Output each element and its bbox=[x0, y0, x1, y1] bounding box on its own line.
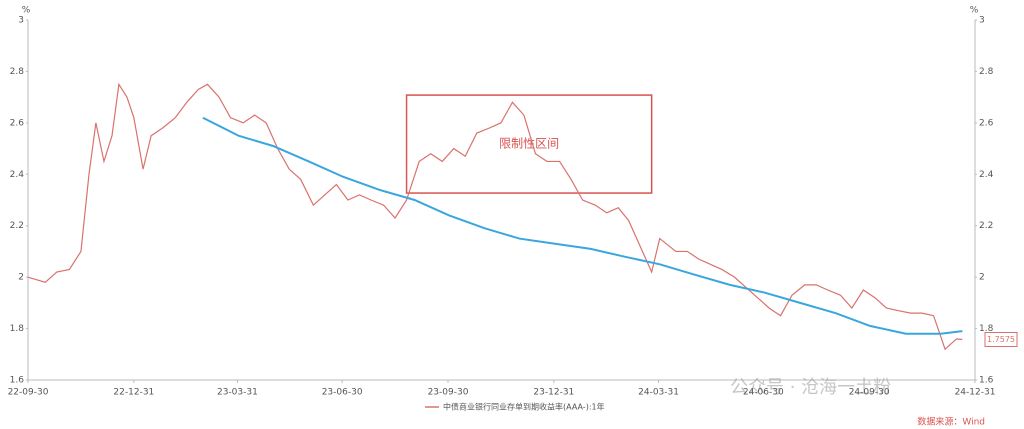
x-tick-label: 24-03-31 bbox=[638, 388, 679, 398]
value-label: 1.7575 bbox=[987, 335, 1015, 344]
series-line bbox=[27, 82, 963, 351]
series-line bbox=[202, 116, 963, 335]
x-tick-label: 23-06-30 bbox=[322, 388, 363, 398]
x-tick-label: 23-09-30 bbox=[428, 388, 469, 398]
x-tick-label: 24-12-31 bbox=[955, 388, 996, 398]
y2-tick-label: 2.6 bbox=[979, 118, 994, 128]
y-tick-label: 2 bbox=[18, 273, 24, 283]
y-tick-label: 1.6 bbox=[10, 376, 25, 386]
annotation-box bbox=[405, 94, 653, 194]
y2-tick-label: 2.8 bbox=[979, 67, 994, 77]
y2-tick-label: 2.4 bbox=[979, 170, 994, 180]
y-tick-label: 2.4 bbox=[10, 170, 25, 180]
y2-tick-label: 3 bbox=[979, 16, 985, 26]
x-tick-label: 22-12-31 bbox=[113, 388, 154, 398]
x-tick-label: 22-09-30 bbox=[8, 388, 49, 398]
y2-axis-label: % bbox=[970, 6, 979, 16]
x-tick-label: 24-09-30 bbox=[849, 388, 890, 398]
x-tick-label: 24-06-30 bbox=[743, 388, 784, 398]
source: 数据来源：Wind bbox=[917, 416, 985, 428]
y-tick-label: 2.8 bbox=[10, 67, 25, 77]
y-tick-label: 2.2 bbox=[10, 221, 24, 231]
annotation-label: 限制性区间 bbox=[499, 137, 559, 151]
y-tick-label: 3 bbox=[18, 16, 24, 26]
x-tick-label: 23-03-31 bbox=[217, 388, 258, 398]
y-axis-label: % bbox=[22, 6, 31, 16]
watermark: 公众号 · 沧海一土粉 bbox=[730, 377, 891, 398]
value-label-box bbox=[984, 332, 1018, 347]
y2-tick-label: 2 bbox=[979, 273, 985, 283]
y-tick-label: 1.8 bbox=[10, 324, 25, 334]
y-tick-label: 2.6 bbox=[10, 118, 25, 128]
x-tick-label: 23-12-31 bbox=[533, 388, 574, 398]
legend-label: 中债商业银行同业存单到期收益率(AAA-):1年 bbox=[443, 402, 605, 412]
y2-tick-label: 1.6 bbox=[979, 376, 994, 386]
y2-tick-label: 1.8 bbox=[979, 324, 994, 334]
y2-tick-label: 2.2 bbox=[979, 221, 993, 231]
